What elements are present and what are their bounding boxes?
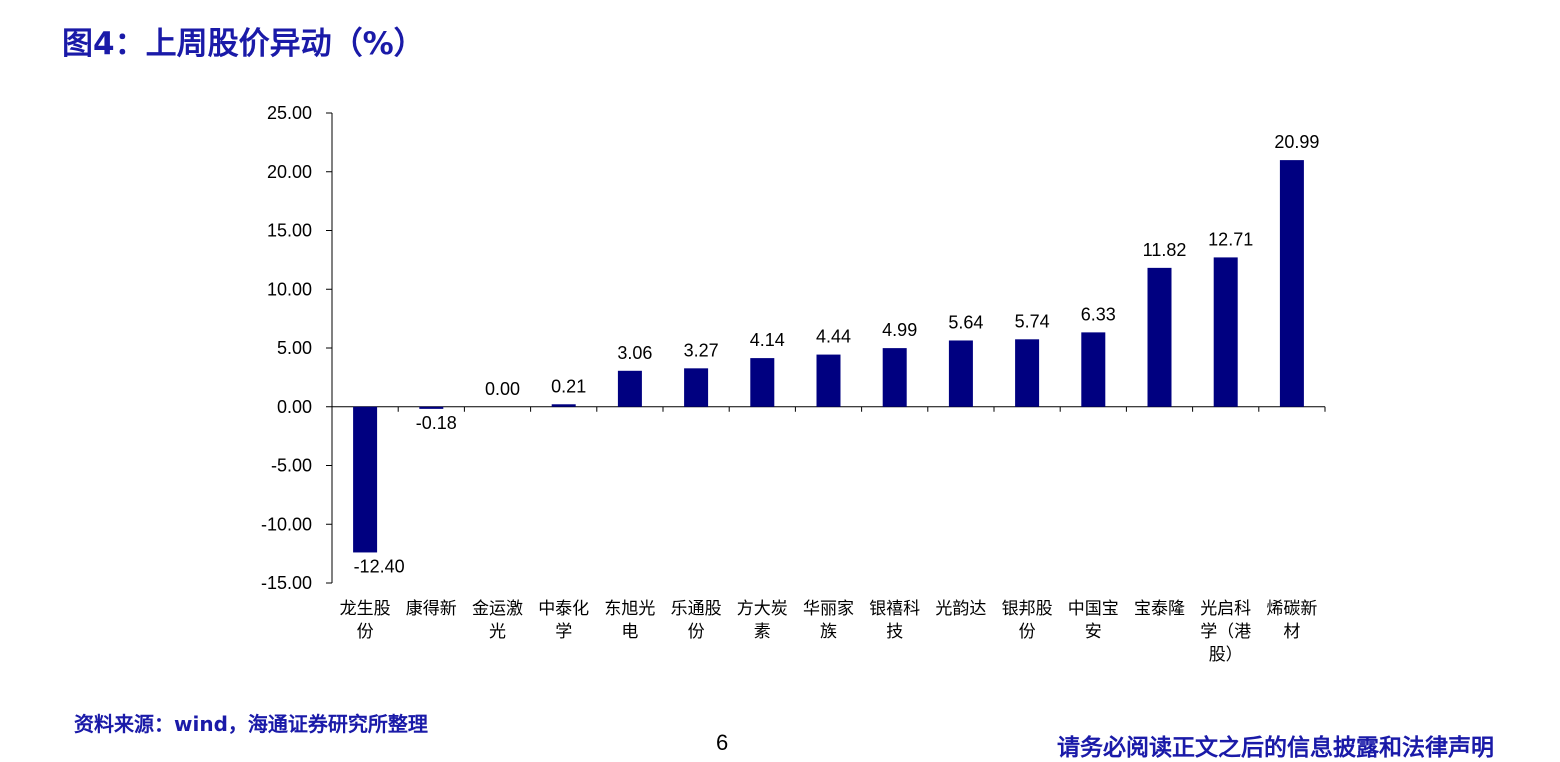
data-label: -0.18 bbox=[416, 413, 457, 433]
data-label: 11.82 bbox=[1143, 240, 1187, 260]
bar bbox=[419, 406, 444, 409]
data-label: 0.21 bbox=[551, 376, 586, 396]
category-label: 宝泰隆 bbox=[1134, 599, 1185, 619]
category-label: 股） bbox=[1209, 645, 1243, 665]
bar bbox=[353, 406, 378, 553]
data-label: 5.74 bbox=[1015, 311, 1050, 331]
category-label: 乐通股 bbox=[671, 599, 722, 619]
bar bbox=[816, 354, 841, 407]
category-label: 中泰化 bbox=[538, 599, 589, 619]
bar bbox=[1081, 332, 1106, 407]
category-label: 技 bbox=[886, 622, 903, 642]
x-axis bbox=[331, 406, 1326, 412]
category-label: 学 bbox=[555, 622, 572, 642]
y-tick-label: 10.00 bbox=[267, 279, 312, 299]
category-label: 素 bbox=[754, 622, 771, 642]
y-tick-label: 0.00 bbox=[277, 397, 312, 417]
data-label: 20.99 bbox=[1274, 132, 1319, 152]
bar bbox=[1147, 267, 1172, 407]
y-tick-label: -15.00 bbox=[261, 573, 312, 593]
category-label: 光启科 bbox=[1200, 599, 1251, 619]
page-number: 6 bbox=[716, 730, 729, 755]
y-axis: 25.00 20.00 15.00 10.00 5.00 0.00 -5.00 -10.00 -… bbox=[261, 103, 333, 593]
bar bbox=[1015, 339, 1040, 407]
data-label: 6.33 bbox=[1081, 304, 1116, 324]
figure-title: 图4：上周股价异动（%） bbox=[62, 26, 425, 62]
bar bbox=[882, 348, 907, 407]
category-label: 龙生股 bbox=[340, 599, 391, 619]
y-tick-label: 5.00 bbox=[277, 338, 312, 358]
y-tick-label: 15.00 bbox=[267, 221, 312, 241]
data-label: 3.27 bbox=[684, 340, 719, 360]
bar bbox=[551, 404, 576, 407]
data-label: 0.00 bbox=[485, 379, 520, 399]
bar bbox=[617, 370, 642, 407]
category-label: 烯碳新 bbox=[1266, 599, 1317, 619]
category-label: 安 bbox=[1085, 622, 1102, 642]
y-tick-label: 20.00 bbox=[267, 162, 312, 182]
disclaimer-link[interactable]: 请务必阅读正文之后的信息披露和法律声明 bbox=[1057, 734, 1494, 761]
bars bbox=[353, 160, 1304, 553]
category-label: 方大炭 bbox=[737, 599, 788, 619]
bar-chart: 25.00 20.00 15.00 10.00 5.00 0.00 -5.00 -10.00 -… bbox=[261, 103, 1326, 665]
data-label: 4.99 bbox=[882, 320, 917, 340]
y-tick-label: -10.00 bbox=[261, 514, 312, 534]
category-label: 中国宝 bbox=[1068, 599, 1119, 619]
category-label: 银禧科 bbox=[869, 599, 920, 619]
data-label: -12.40 bbox=[354, 556, 405, 576]
category-label: 金运激 bbox=[472, 599, 523, 619]
category-label: 份 bbox=[688, 622, 705, 642]
bar bbox=[750, 358, 775, 407]
category-label: 族 bbox=[820, 622, 837, 642]
bar bbox=[684, 368, 709, 407]
category-label: 康得新 bbox=[406, 599, 457, 619]
category-label: 华丽家 bbox=[803, 599, 854, 619]
category-label: 份 bbox=[357, 622, 374, 642]
category-label: 材 bbox=[1283, 622, 1300, 642]
data-label: 3.06 bbox=[617, 343, 652, 363]
value-labels: -12.40 -0.18 0.00 0.21 3.06 3.27 4.14 4.44 4.99 5… bbox=[354, 132, 1320, 576]
category-label: 光 bbox=[489, 622, 506, 642]
y-tick-label: 25.00 bbox=[267, 103, 312, 123]
source-note: 资料来源：wind，海通证券研究所整理 bbox=[74, 712, 428, 736]
data-label: 5.64 bbox=[948, 312, 983, 332]
data-label: 4.14 bbox=[750, 330, 785, 350]
category-label: 光韵达 bbox=[935, 599, 986, 619]
category-label: 学（港 bbox=[1200, 622, 1251, 642]
category-label: 东旭光 bbox=[604, 599, 655, 619]
y-tick-label: -5.00 bbox=[271, 456, 312, 476]
data-label: 12.71 bbox=[1208, 229, 1253, 249]
category-label: 电 bbox=[621, 622, 638, 642]
category-label: 份 bbox=[1019, 622, 1036, 642]
category-label: 银邦股 bbox=[1002, 599, 1053, 619]
data-label: 4.44 bbox=[816, 327, 851, 347]
bar bbox=[948, 340, 973, 407]
bar bbox=[1213, 257, 1238, 407]
bar bbox=[1279, 160, 1304, 407]
